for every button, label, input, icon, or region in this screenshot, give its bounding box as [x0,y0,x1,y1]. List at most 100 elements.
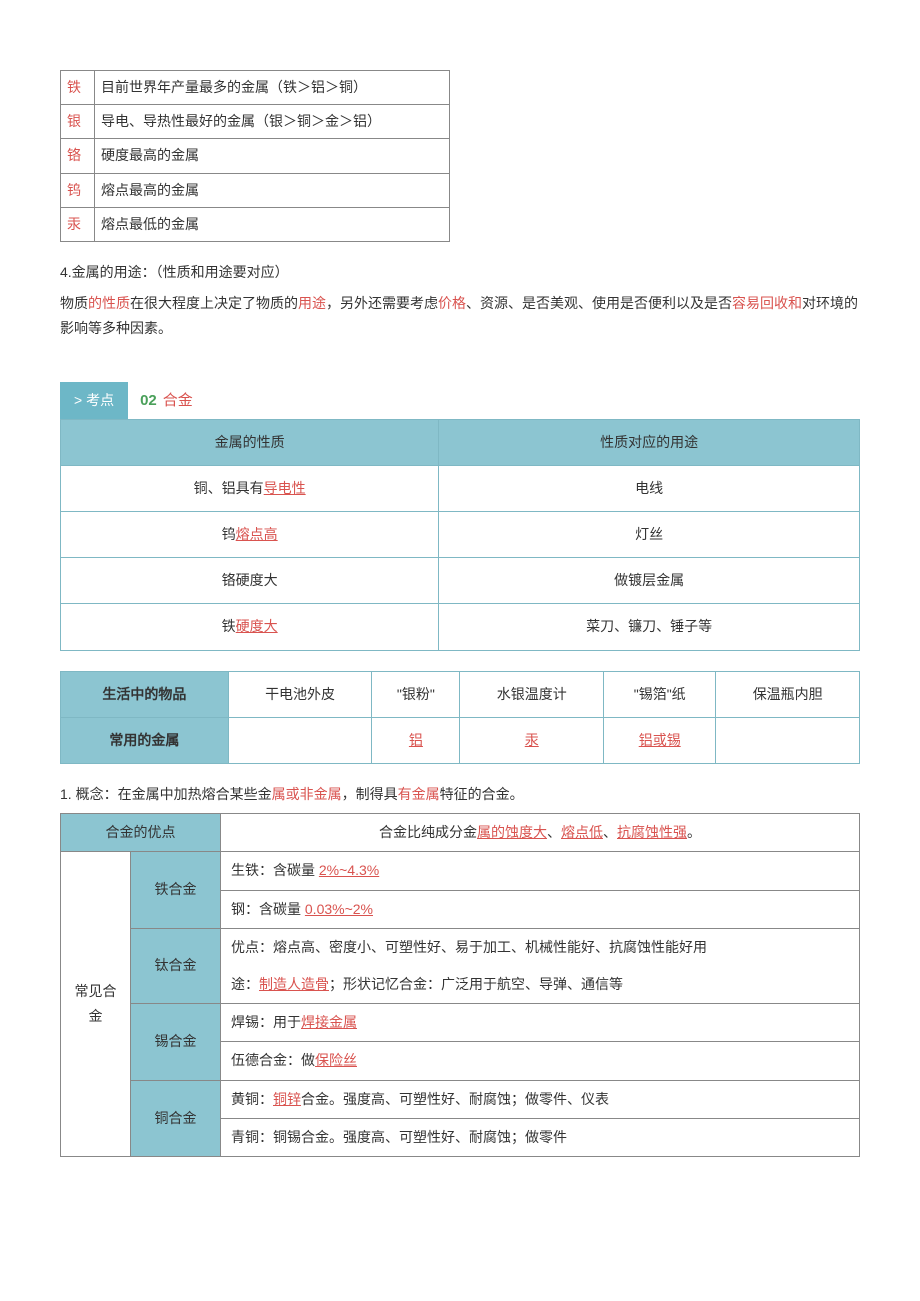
metal-desc: 目前世界年产量最多的金属（铁＞铝＞铜） [95,71,450,105]
metal-name: 银 [61,105,95,139]
alloy-desc: 优点：熔点高、密度小、可塑性好、易于加工、机械性能好、抗腐蚀性能好用 [221,928,860,966]
highlight-text: 汞 [525,732,539,748]
metal-cell [716,717,860,763]
table-row: 铜合金 黄铜：铜锌合金。强度高、可塑性好、耐腐蚀；做零件、仪表 [61,1080,860,1118]
alloy-name: 铜合金 [131,1080,221,1156]
highlight-text: 0.03%~2% [305,901,373,917]
alloy-name: 钛合金 [131,928,221,1003]
highlight-text: 熔点高 [236,526,278,542]
table-row: 铬硬度大 做镀层金属 [61,558,860,604]
alloy-desc: 钢：含碳量 0.03%~2% [221,890,860,928]
text: 合金。强度高、可塑性好、耐腐蚀；做零件、仪表 [301,1091,609,1107]
alloy-desc: 途：制造人造骨；形状记忆合金：广泛用于航空、导弹、通信等 [221,966,860,1004]
section-paragraph: 物质的性质在很大程度上决定了物质的用途，另外还需要考虑价格、资源、是否美观、使用… [60,291,860,341]
side-label: 常见合金 [61,852,131,1157]
use-cell: 电线 [439,465,860,511]
alloy-desc: 焊锡：用于焊接金属 [221,1004,860,1042]
table-row: 银 导电、导热性最好的金属（银＞铜＞金＞铝） [61,105,450,139]
column-header: 性质对应的用途 [439,419,860,465]
highlight-text: 用途 [298,295,326,311]
text: 、 [547,824,561,840]
highlight-text: 价格 [438,295,466,311]
item-cell: "锡箔"纸 [604,671,716,717]
highlight-text: 铝 [409,732,423,748]
alloy-desc: 黄铜：铜锌合金。强度高、可塑性好、耐腐蚀；做零件、仪表 [221,1080,860,1118]
column-header: 金属的性质 [61,419,439,465]
highlight-text: 铜锌 [273,1091,301,1107]
metal-desc: 熔点最低的金属 [95,207,450,241]
row-header: 生活中的物品 [61,671,229,717]
text: 黄铜： [231,1091,273,1107]
text: 钨 [222,526,236,542]
topic-number: 02 [140,387,157,414]
text: 特征的合金。 [440,786,524,802]
text: ；形状记忆合金：广泛用于航空、导弹、通信等 [329,976,623,992]
property-cell: 铬硬度大 [61,558,439,604]
concept-paragraph: 1. 概念：在金属中加热熔合某些金属或非金属，制得具有金属特征的合金。 [60,782,860,807]
topic-title: 合金 [163,387,193,414]
alloy-desc: 青铜：铜锡合金。强度高、可塑性好、耐腐蚀；做零件 [221,1118,860,1156]
highlight-text: 属或非金属 [272,786,342,802]
metal-desc: 硬度最高的金属 [95,139,450,173]
metal-cell: 汞 [460,717,604,763]
item-cell: 水银温度计 [460,671,604,717]
metal-desc: 导电、导热性最好的金属（银＞铜＞金＞铝） [95,105,450,139]
header-desc: 合金比纯成分金属的蚀度大、熔点低、抗腐蚀性强。 [221,814,860,852]
highlight-text: 2%~4.3% [319,862,379,878]
highlight-text: 熔点低 [561,824,603,840]
table-row: 铁 目前世界年产量最多的金属（铁＞铝＞铜） [61,71,450,105]
alloy-desc: 伍德合金：做保险丝 [221,1042,860,1080]
property-cell: 钨熔点高 [61,512,439,558]
table-row: 钛合金 优点：熔点高、密度小、可塑性好、易于加工、机械性能好、抗腐蚀性能好用 [61,928,860,966]
use-cell: 菜刀、镰刀、锤子等 [439,604,860,650]
text: 铜、铝具有 [194,480,264,496]
property-use-table: 金属的性质 性质对应的用途 铜、铝具有导电性 电线 钨熔点高 灯丝 铬硬度大 做… [60,419,860,651]
metal-properties-table: 铁 目前世界年产量最多的金属（铁＞铝＞铜） 银 导电、导热性最好的金属（银＞铜＞… [60,70,450,242]
item-cell: 干电池外皮 [228,671,372,717]
highlight-text: 属的蚀度大 [477,824,547,840]
use-cell: 灯丝 [439,512,860,558]
text: 铁 [222,618,236,634]
text: ，制得具 [342,786,398,802]
use-cell: 做镀层金属 [439,558,860,604]
topic-header: > 考点 02 合金 [60,382,860,419]
highlight-text: 抗腐蚀性强 [617,824,687,840]
highlight-text: 焊接金属 [301,1014,357,1030]
property-cell: 铜、铝具有导电性 [61,465,439,511]
table-row: 常用的金属 铝 汞 铝或锡 [61,717,860,763]
alloy-table: 合金的优点 合金比纯成分金属的蚀度大、熔点低、抗腐蚀性强。 常见合金 铁合金 生… [60,813,860,1157]
text: 、 [603,824,617,840]
highlight-text: 保险丝 [315,1052,357,1068]
table-row: 钨熔点高 灯丝 [61,512,860,558]
highlight-text: 的性质 [88,295,130,311]
text: 在很大程度上决定了物质的 [130,295,298,311]
text: 途： [231,976,259,992]
items-metals-table: 生活中的物品 干电池外皮 "银粉" 水银温度计 "锡箔"纸 保温瓶内胆 常用的金… [60,671,860,764]
table-row: 钨 熔点最高的金属 [61,173,450,207]
table-row: 合金的优点 合金比纯成分金属的蚀度大、熔点低、抗腐蚀性强。 [61,814,860,852]
text: 合金比纯成分金 [379,824,477,840]
metal-name: 汞 [61,207,95,241]
text: 焊锡：用于 [231,1014,301,1030]
text: 1. 概念：在金属中加热熔合某些金 [60,786,272,802]
table-row: 铜、铝具有导电性 电线 [61,465,860,511]
text: 生铁：含碳量 [231,862,319,878]
highlight-text: 铝或锡 [639,732,681,748]
item-cell: 保温瓶内胆 [716,671,860,717]
highlight-text: 有金属 [398,786,440,802]
table-row: 铬 硬度最高的金属 [61,139,450,173]
highlight-text: 制造人造骨 [259,976,329,992]
metal-name: 钨 [61,173,95,207]
table-row: 汞 熔点最低的金属 [61,207,450,241]
metal-name: 铁 [61,71,95,105]
topic-badge: > 考点 [60,382,128,419]
alloy-name: 铁合金 [131,852,221,928]
highlight-text: 容易回收和 [732,295,802,311]
alloy-name: 锡合金 [131,1004,221,1080]
item-cell: "银粉" [372,671,460,717]
metal-cell: 铝或锡 [604,717,716,763]
table-row: 常见合金 铁合金 生铁：含碳量 2%~4.3% [61,852,860,890]
text: 。 [687,824,701,840]
text: 物质 [60,295,88,311]
header-cell: 合金的优点 [61,814,221,852]
